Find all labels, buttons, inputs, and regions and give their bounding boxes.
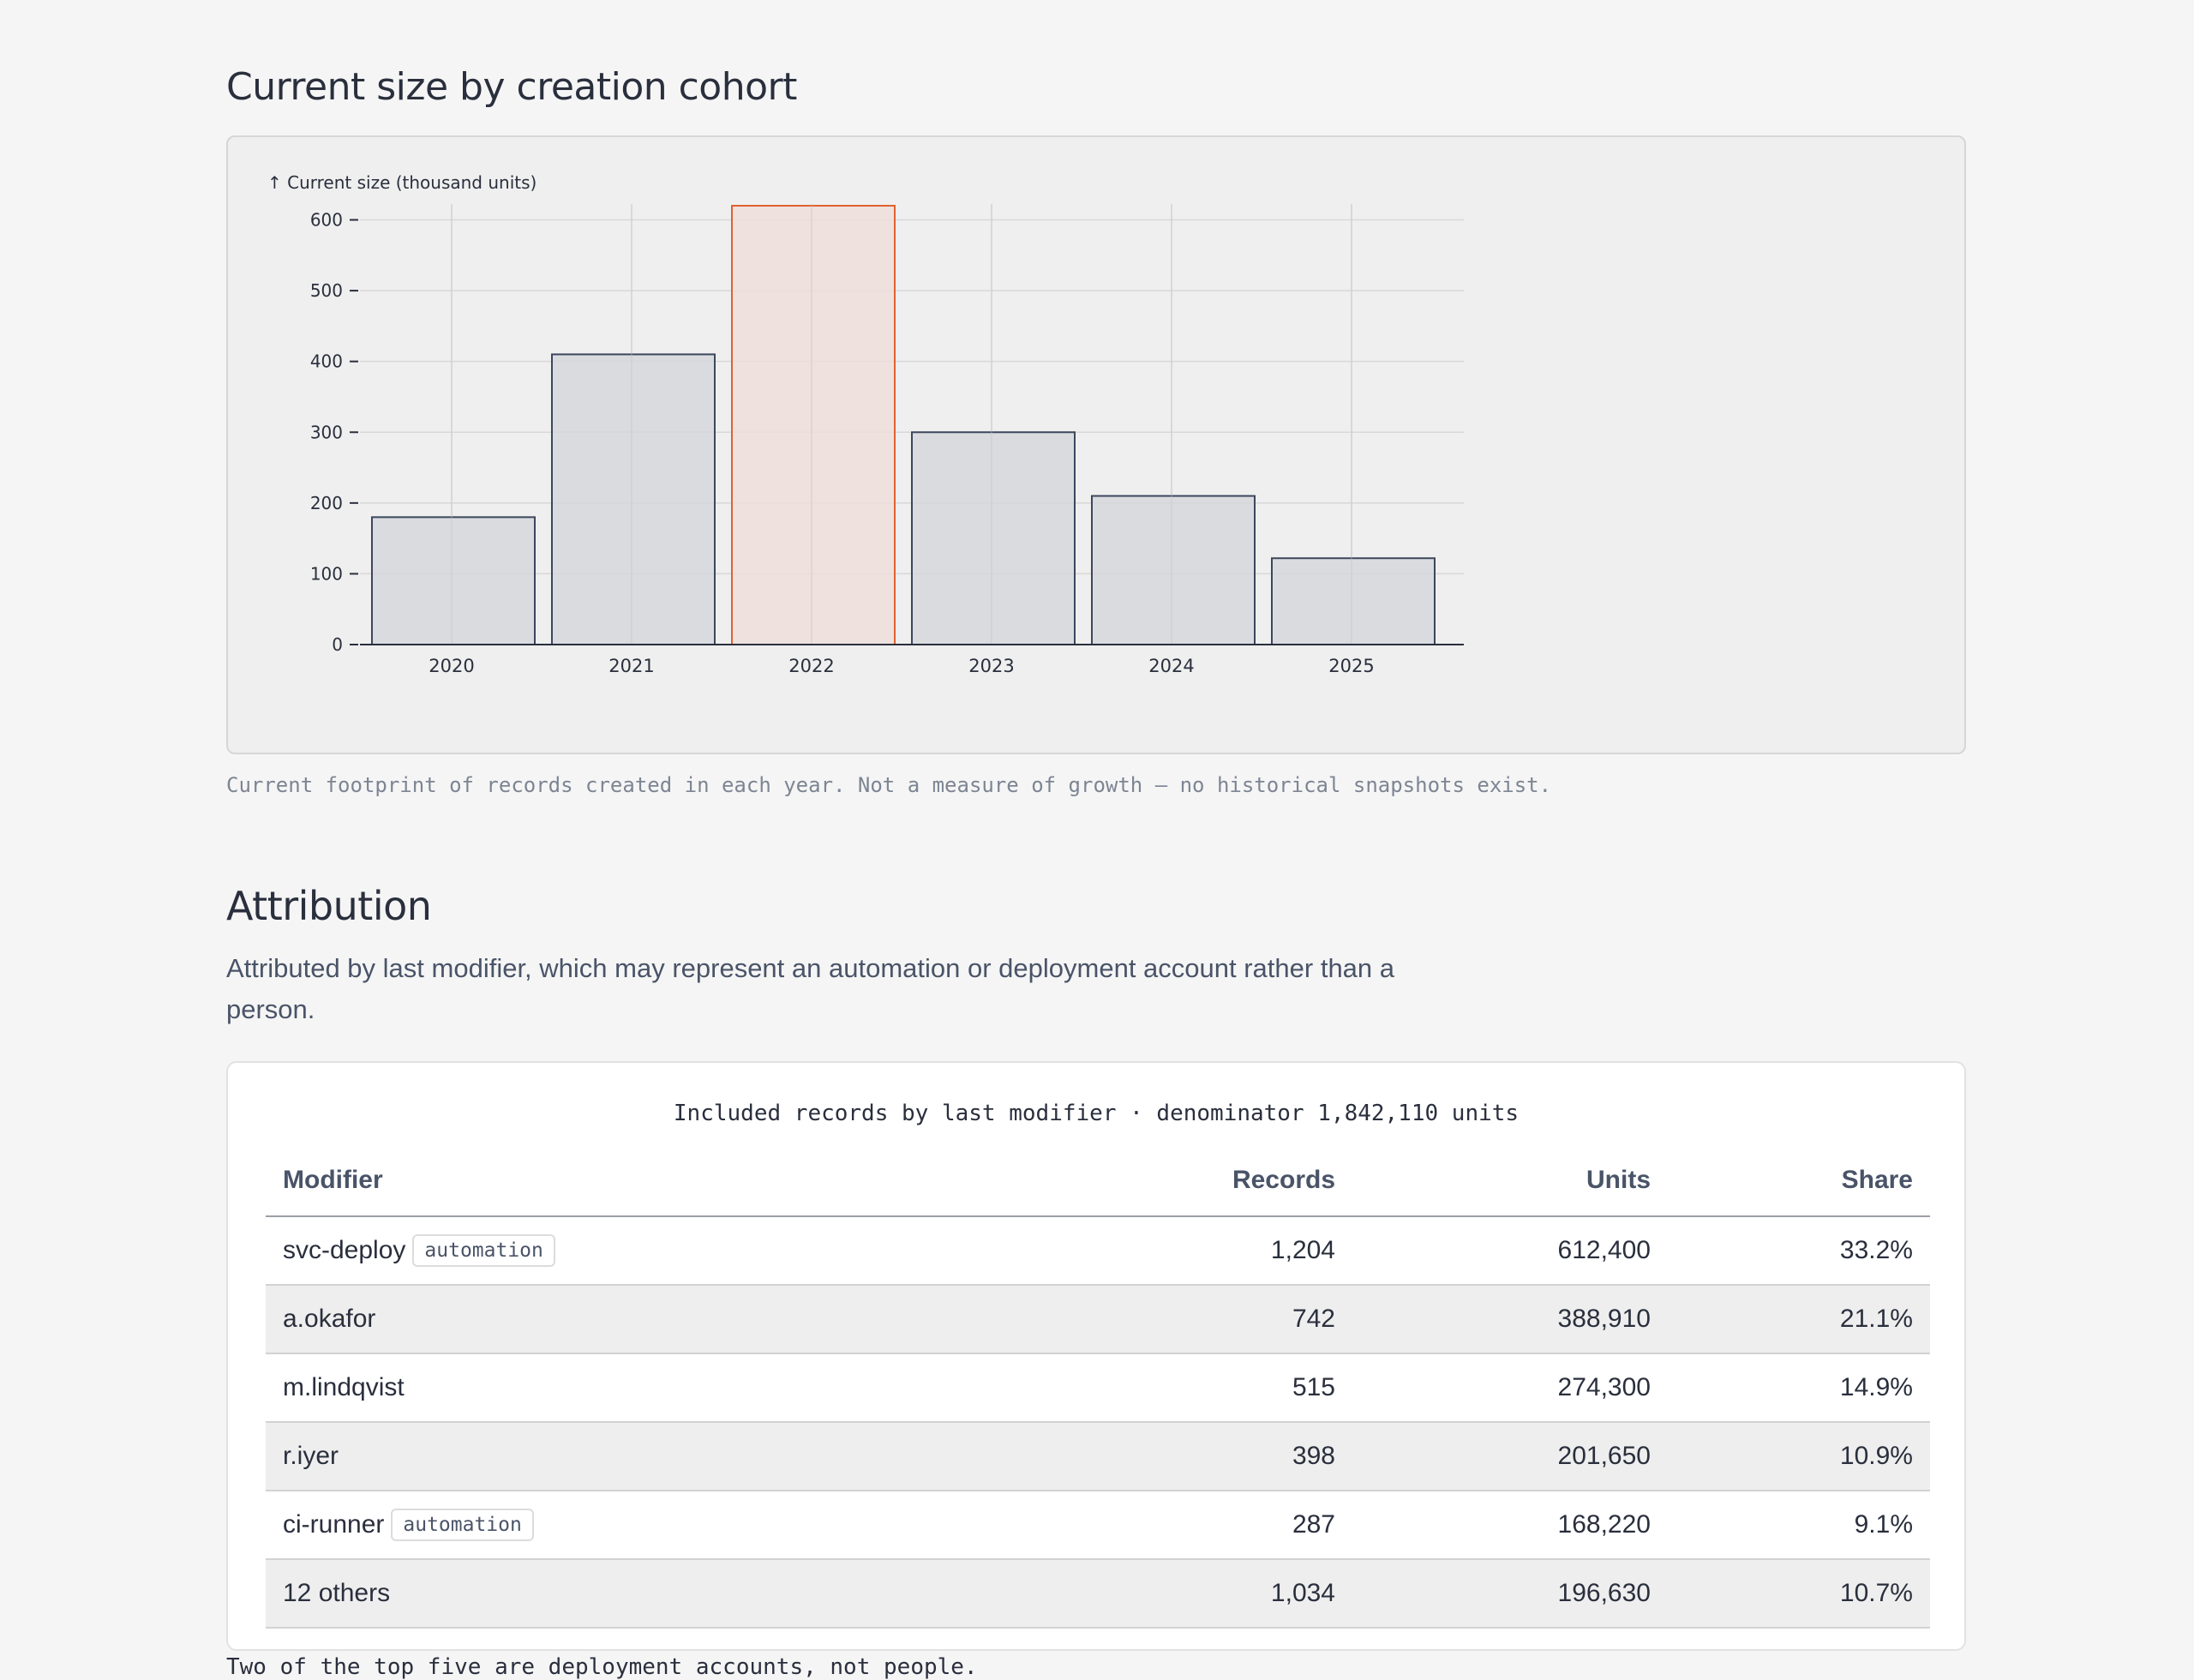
cell-records: 398: [1037, 1422, 1352, 1491]
cell-records: 1,034: [1037, 1559, 1352, 1629]
cell-share: 10.9%: [1668, 1422, 1930, 1491]
attribution-description: Attributed by last modifier, which may r…: [226, 953, 1395, 1024]
bar-highlighted: [731, 205, 896, 645]
y-tick-label: 400: [310, 351, 343, 372]
y-tick-label: 200: [310, 493, 343, 513]
cell-records: 742: [1037, 1285, 1352, 1354]
y-tick-label: 500: [310, 280, 343, 301]
header-modifier[interactable]: Modifier: [266, 1145, 1037, 1217]
attribution-table-card: Included records by last modifier · deno…: [226, 1061, 1966, 1651]
table-row: svc-deploy automation 1,204 612,400 33.2%: [266, 1216, 1930, 1286]
header-records[interactable]: Records: [1037, 1145, 1352, 1217]
cell-modifier: 12 others: [266, 1559, 1037, 1629]
modifier-name: svc-deploy: [283, 1236, 406, 1264]
cell-units: 168,220: [1352, 1491, 1668, 1560]
cell-share: 9.1%: [1668, 1491, 1930, 1560]
cell-modifier: svc-deploy automation: [266, 1216, 1037, 1286]
y-tick-label: 0: [332, 634, 343, 655]
cell-units: 196,630: [1352, 1559, 1668, 1629]
header-share[interactable]: Share: [1668, 1145, 1930, 1217]
modifier-name: m.lindqvist: [283, 1373, 405, 1401]
modifier-name: r.iyer: [283, 1442, 339, 1470]
cell-share: 10.7%: [1668, 1559, 1930, 1629]
cell-modifier: r.iyer: [266, 1422, 1037, 1491]
cell-records: 515: [1037, 1353, 1352, 1423]
header-units[interactable]: Units: [1352, 1145, 1668, 1217]
table-row: m.lindqvist 515 274,300 14.9%: [266, 1353, 1930, 1423]
bar: [911, 431, 1076, 645]
modifier-name: ci-runner: [283, 1510, 385, 1539]
x-tick-label: 2022: [788, 656, 834, 676]
cell-modifier: m.lindqvist: [266, 1353, 1037, 1423]
y-tick-label: 300: [310, 422, 343, 442]
bar: [1271, 557, 1436, 646]
cell-records: 287: [1037, 1491, 1352, 1560]
modifier-name: a.okafor: [283, 1305, 376, 1333]
cohort-bar-chart: 0 100 200 300 400 500 600 2020 2021 2022 2023 2024 2…: [267, 172, 1464, 676]
x-tick-label: 2023: [968, 656, 1014, 676]
attribution-section-title: Attribution: [226, 883, 432, 929]
cohort-chart-caption: Current footprint of records created in …: [226, 773, 1552, 797]
attribution-table: Modifier Records Units Share svc-deploy a…: [266, 1145, 1930, 1629]
bar: [1091, 495, 1256, 646]
y-tick-label: 600: [310, 210, 343, 231]
x-tick-label: 2024: [1148, 656, 1194, 676]
table-body: svc-deploy automation 1,204 612,400 33.2% a.o…: [266, 1216, 1930, 1629]
y-tick-label: 100: [310, 563, 343, 584]
table-row: r.iyer 398 201,650 10.9%: [266, 1422, 1930, 1491]
modifier-name: 12 others: [283, 1579, 391, 1607]
cell-units: 201,650: [1352, 1422, 1668, 1491]
cohort-chart-card: 0 100 200 300 400 500 600 2020 2021 2022 2023 2024 2…: [226, 135, 1966, 754]
x-tick-label: 2021: [608, 656, 654, 676]
automation-tag: automation: [391, 1509, 534, 1541]
table-row: 12 others 1,034 196,630 10.7%: [266, 1559, 1930, 1629]
attribution-footnote: Two of the top five are deployment accou…: [226, 1654, 978, 1680]
cell-units: 274,300: [1352, 1353, 1668, 1423]
cell-share: 14.9%: [1668, 1353, 1930, 1423]
cohort-section-title: Current size by creation cohort: [226, 65, 797, 109]
cell-modifier: a.okafor: [266, 1285, 1037, 1354]
cell-units: 612,400: [1352, 1216, 1668, 1286]
cell-share: 33.2%: [1668, 1216, 1930, 1286]
cell-records: 1,204: [1037, 1216, 1352, 1286]
automation-tag: automation: [412, 1234, 555, 1267]
cell-share: 21.1%: [1668, 1285, 1930, 1354]
x-tick-label: 2020: [429, 656, 474, 676]
bar: [371, 516, 536, 645]
x-tick-label: 2025: [1328, 656, 1374, 676]
cell-modifier: ci-runner automation: [266, 1491, 1037, 1560]
cell-units: 388,910: [1352, 1285, 1668, 1354]
y-axis-label: ↑ Current size (thousand units): [267, 172, 537, 193]
table-row: ci-runner automation 287 168,220 9.1%: [266, 1491, 1930, 1560]
table-header-row: Modifier Records Units Share: [266, 1145, 1930, 1217]
table-caption: Included records by last modifier · deno…: [673, 1101, 1520, 1126]
table-row: a.okafor 742 388,910 21.1%: [266, 1285, 1930, 1354]
bar: [551, 353, 716, 646]
